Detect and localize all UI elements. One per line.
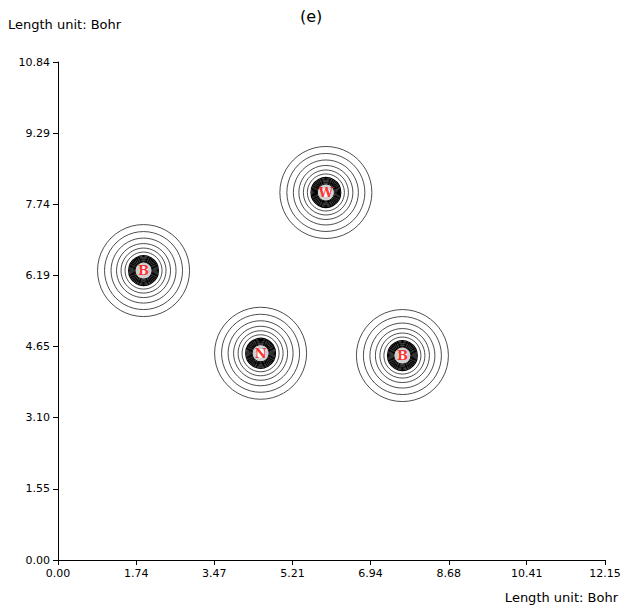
svg-text:6.19: 6.19: [26, 269, 51, 282]
svg-text:0.00: 0.00: [26, 554, 51, 567]
svg-text:3.10: 3.10: [26, 411, 51, 424]
svg-text:5.21: 5.21: [280, 567, 305, 580]
svg-text:W: W: [318, 185, 334, 200]
svg-text:4.65: 4.65: [26, 340, 51, 353]
svg-text:0.00: 0.00: [46, 567, 71, 580]
svg-text:6.94: 6.94: [358, 567, 383, 580]
svg-text:10.41: 10.41: [511, 567, 543, 580]
svg-text:1.74: 1.74: [124, 567, 149, 580]
svg-text:9.29: 9.29: [26, 127, 51, 140]
svg-text:8.68: 8.68: [437, 567, 462, 580]
svg-text:7.74: 7.74: [26, 198, 51, 211]
svg-text:12.15: 12.15: [589, 567, 621, 580]
svg-text:B: B: [138, 263, 149, 278]
svg-text:3.47: 3.47: [202, 567, 227, 580]
svg-text:Length unit: Bohr: Length unit: Bohr: [8, 17, 122, 32]
svg-text:Length unit: Bohr: Length unit: Bohr: [505, 590, 619, 605]
svg-text:1.55: 1.55: [26, 482, 51, 495]
svg-text:(e): (e): [300, 7, 322, 26]
svg-text:N: N: [255, 346, 267, 361]
svg-text:10.84: 10.84: [19, 56, 51, 69]
svg-text:B: B: [397, 348, 408, 363]
